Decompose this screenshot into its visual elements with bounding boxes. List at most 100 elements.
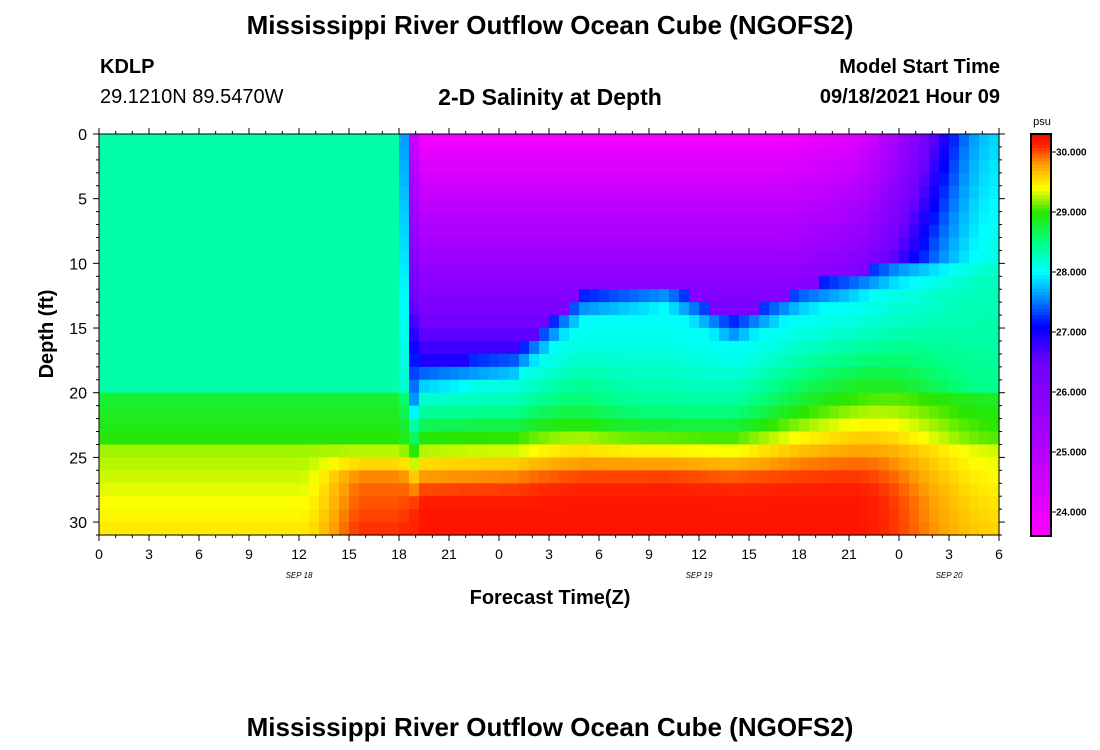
heatmap-cell: [449, 431, 460, 446]
heatmap-cell: [529, 328, 540, 342]
heatmap-cell: [759, 263, 770, 277]
heatmap-cell: [829, 353, 840, 368]
heatmap-cell: [739, 418, 750, 433]
heatmap-cell: [629, 172, 640, 187]
heatmap-cell: [939, 224, 950, 239]
heatmap-cell: [609, 483, 620, 497]
heatmap-cell: [689, 134, 700, 148]
heatmap-cell: [609, 185, 620, 200]
heatmap-cell: [149, 340, 160, 355]
colorbar-swatch: [1031, 241, 1051, 246]
heatmap-cell: [879, 159, 890, 174]
heatmap-cell: [919, 237, 930, 252]
heatmap-cell: [769, 483, 780, 497]
heatmap-cell: [159, 250, 170, 264]
heatmap-cell: [749, 496, 760, 510]
heatmap-cell: [239, 263, 250, 277]
heatmap-cell: [549, 289, 560, 303]
heatmap-cell: [729, 353, 740, 368]
heatmap-cell: [629, 379, 640, 394]
heatmap-cell: [369, 134, 380, 148]
heatmap-cell: [569, 405, 580, 420]
heatmap-cell: [979, 431, 990, 446]
heatmap-cell: [639, 418, 650, 433]
heatmap-cell: [189, 483, 200, 497]
heatmap-cell: [579, 418, 590, 433]
heatmap-cell: [379, 302, 390, 316]
heatmap-cell: [679, 276, 690, 290]
heatmap-cell: [469, 496, 480, 510]
heatmap-cell: [209, 483, 220, 497]
heatmap-cell: [679, 392, 690, 407]
heatmap-cell: [709, 483, 720, 497]
heatmap-cell: [729, 172, 740, 187]
heatmap-cell: [319, 340, 330, 355]
heatmap-cell: [299, 276, 310, 290]
heatmap-cell: [649, 457, 660, 471]
heatmap-cell: [859, 172, 870, 187]
heatmap-cell: [339, 509, 350, 523]
heatmap-cell: [289, 198, 300, 213]
heatmap-cell: [549, 379, 560, 394]
heatmap-cell: [949, 224, 960, 239]
heatmap-cell: [709, 431, 720, 446]
heatmap-cell: [339, 444, 350, 458]
heatmap-cell: [589, 483, 600, 497]
heatmap-cell: [629, 237, 640, 252]
heatmap-cell: [799, 418, 810, 433]
heatmap-cell: [879, 496, 890, 510]
heatmap-cell: [969, 457, 980, 471]
heatmap-cell: [499, 444, 510, 458]
heatmap-cell: [769, 405, 780, 420]
heatmap-cell: [209, 457, 220, 471]
heatmap-cell: [509, 379, 520, 394]
heatmap-cell: [569, 366, 580, 381]
heatmap-cell: [959, 211, 970, 226]
heatmap-cell: [869, 522, 880, 536]
heatmap-cell: [429, 224, 440, 239]
heatmap-cell: [809, 353, 820, 368]
heatmap-cell: [589, 470, 600, 484]
heatmap-cell: [829, 418, 840, 433]
heatmap-cell: [229, 470, 240, 484]
heatmap-cell: [199, 392, 210, 407]
heatmap-cell: [949, 315, 960, 329]
heatmap-cell: [329, 237, 340, 252]
heatmap-cell: [849, 263, 860, 277]
heatmap-cell: [219, 185, 230, 200]
heatmap-cell: [699, 134, 710, 148]
heatmap-cell: [589, 366, 600, 381]
heatmap-cell: [379, 340, 390, 355]
heatmap-cell: [479, 496, 490, 510]
heatmap-cell: [349, 522, 360, 536]
heatmap-cell: [279, 211, 290, 226]
heatmap-cell: [179, 172, 190, 187]
heatmap-cell: [919, 211, 930, 226]
heatmap-cell: [749, 263, 760, 277]
heatmap-cell: [839, 289, 850, 303]
heatmap-cell: [929, 237, 940, 252]
heatmap-cell: [129, 146, 140, 161]
heatmap-cell: [639, 392, 650, 407]
heatmap-cell: [699, 211, 710, 226]
heatmap-cell: [559, 392, 570, 407]
heatmap-cell: [289, 405, 300, 420]
heatmap-cell: [989, 483, 1000, 497]
heatmap-cell: [189, 237, 200, 252]
heatmap-cell: [559, 250, 570, 264]
colorbar-swatch: [1031, 388, 1051, 393]
heatmap-cell: [139, 185, 150, 200]
heatmap-cell: [989, 392, 1000, 407]
heatmap-cell: [319, 185, 330, 200]
heatmap-cell: [139, 276, 150, 290]
x-tick-label: 15: [341, 546, 357, 562]
heatmap-cell: [359, 392, 370, 407]
heatmap-cell: [219, 509, 230, 523]
heatmap-cell: [609, 418, 620, 433]
heatmap-cell: [969, 431, 980, 446]
colorbar-swatch: [1031, 418, 1051, 423]
heatmap-cell: [739, 405, 750, 420]
heatmap-cell: [199, 224, 210, 239]
heatmap-cell: [279, 198, 290, 213]
heatmap-cell: [269, 392, 280, 407]
